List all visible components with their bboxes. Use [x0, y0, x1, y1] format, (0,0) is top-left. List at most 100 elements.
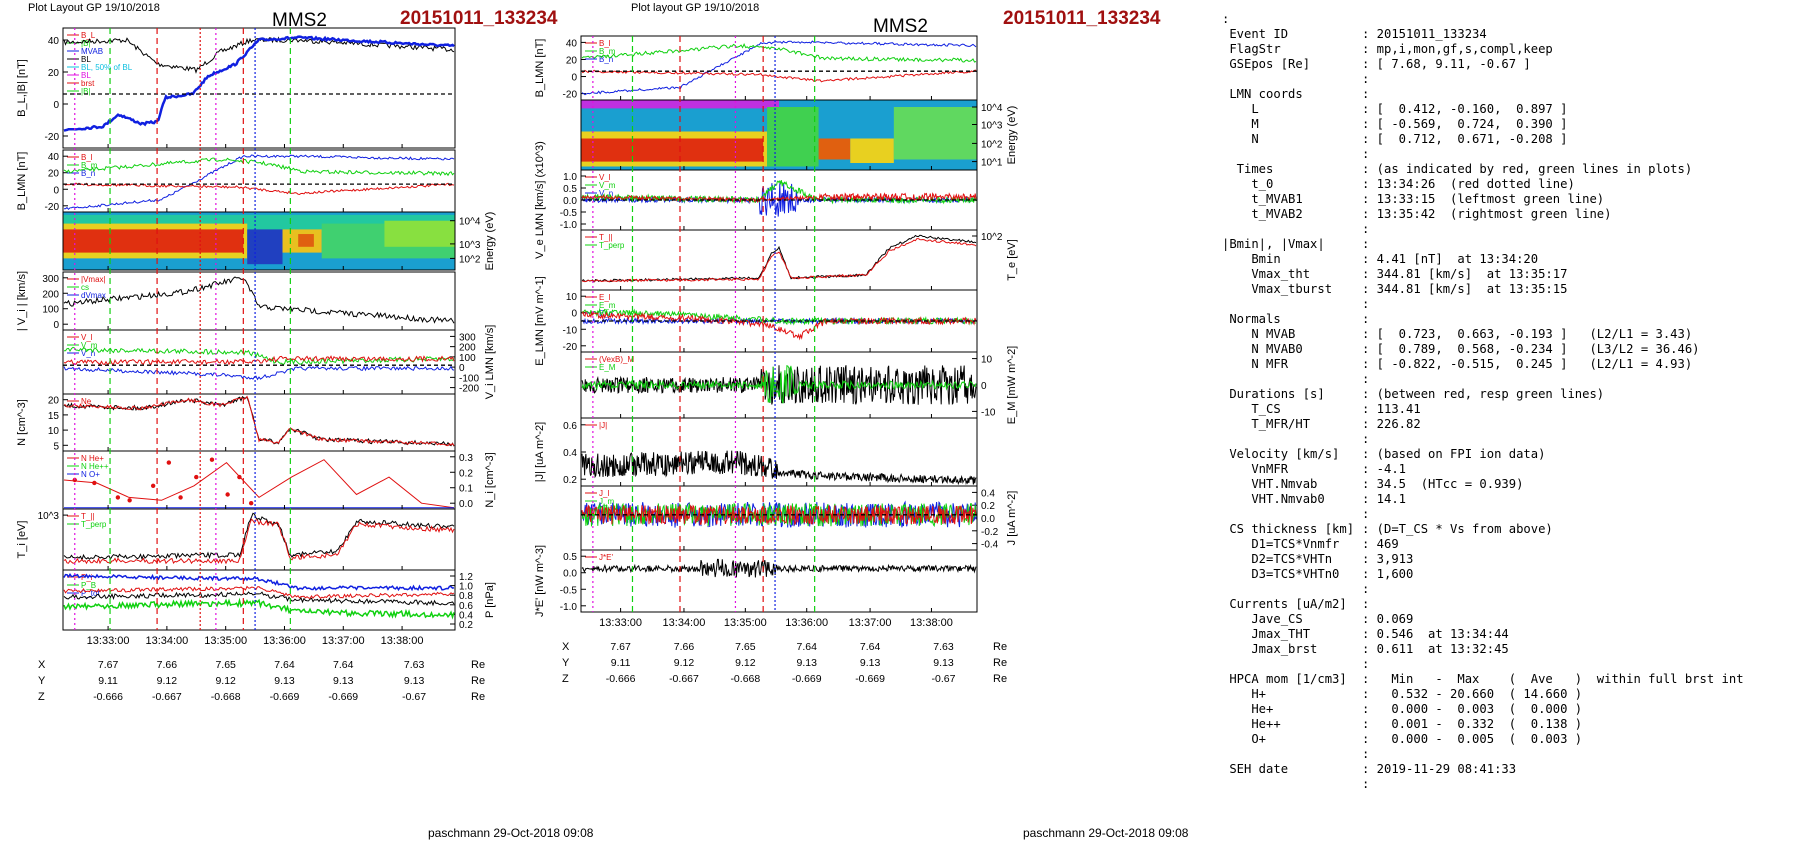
position-value: -0.669	[270, 691, 300, 703]
y-axis-label: N_i [cm^-3]	[484, 452, 496, 507]
info-lines: Event ID: 20151011_133234 FlagStr: mp,i,…	[1222, 27, 1802, 792]
info-value: : 13:33:15 (leftmost green line)	[1362, 192, 1605, 206]
left-layout-label: Plot Layout GP 19/10/2018	[28, 2, 160, 14]
info-key: M	[1222, 117, 1259, 131]
info-line: Currents [uA/m2]:	[1222, 597, 1802, 612]
position-value: 9.12	[157, 675, 178, 687]
info-value: : 4.41 [nT] at 13:34:20	[1362, 252, 1539, 266]
info-line: Vmax_tburst: 344.81 [km/s] at 13:35:15	[1222, 282, 1802, 297]
info-value: : 0.532 - 20.660 ( 14.660 )	[1362, 687, 1583, 701]
legend-entry: BL	[81, 55, 91, 64]
legend-entry: B_L	[81, 31, 96, 40]
y-tick-label: 100	[459, 353, 476, 364]
position-value: 9.13	[860, 657, 881, 669]
panel-frame	[62, 271, 456, 331]
info-key: GSEpos [Re]	[1222, 57, 1311, 71]
info-value: : [ -0.822, -0.515, 0.245 ] (L2/L1 = 4.9…	[1362, 357, 1693, 371]
legend-entry: B_m	[81, 161, 98, 170]
info-value: : 0.069	[1362, 612, 1414, 626]
info-value: : [ 0.412, -0.160, 0.897 ]	[1362, 102, 1568, 116]
info-value: :	[1362, 657, 1370, 671]
info-value: :	[1362, 87, 1370, 101]
info-key: VHT.Nmvab0	[1222, 492, 1325, 506]
y-tick-label: 10^2	[459, 254, 481, 265]
legend-entry: B_n	[599, 55, 613, 64]
y-tick-label: 0.0	[459, 499, 473, 510]
y-tick-label: 300	[459, 332, 476, 343]
position-value: -0.667	[669, 673, 699, 685]
info-key: t_MVAB1	[1222, 192, 1303, 206]
y-tick-label: 0.1	[459, 484, 473, 495]
legend-entry: T_perp	[81, 520, 107, 529]
legend-entry: E_l	[599, 293, 611, 302]
info-value: : 0.611 at 13:32:45	[1362, 642, 1509, 656]
info-value: : 113.41	[1362, 402, 1421, 416]
info-value: : [ 0.712, 0.671, -0.208 ]	[1362, 132, 1568, 146]
info-line: M: [ -0.569, 0.724, 0.390 ]	[1222, 117, 1802, 132]
y-axis-label: E_LMN [mV m^-1]	[534, 276, 546, 366]
panel-frame	[580, 417, 978, 487]
y-tick-label: 10^1	[981, 158, 1003, 169]
position-unit: Re	[993, 657, 1007, 669]
info-key: Durations [s]	[1222, 387, 1325, 401]
data-point	[150, 483, 156, 488]
legend-entry: N O+	[81, 470, 100, 479]
position-row-label: Y	[38, 675, 46, 687]
info-line: Jmax_brst: 0.611 at 13:32:45	[1222, 642, 1802, 657]
x-tick-label: 13:37:00	[849, 617, 892, 629]
legend-entry: dVmax	[81, 291, 106, 300]
info-line: CS thickness [km]: (D=T_CS * Vs from abo…	[1222, 522, 1802, 537]
info-line: t_MVAB2: 13:35:42 (rightmost green line)	[1222, 207, 1802, 222]
y-tick-label: 40	[48, 36, 60, 47]
data-series	[581, 310, 977, 341]
y-tick-label: 40	[48, 152, 60, 163]
info-key: D1=TCS*Vnmfr	[1222, 537, 1340, 551]
legend-entry: B_l	[599, 39, 611, 48]
y-tick-label: 20	[48, 169, 60, 180]
legend-entry: N He++	[81, 462, 109, 471]
data-series	[63, 395, 455, 447]
info-key: L	[1222, 102, 1259, 116]
y-tick-label: -0.5	[560, 585, 578, 596]
info-line: HPCA mom [1/cm3]: Min - Max ( Ave ) with…	[1222, 672, 1802, 687]
info-key: Times	[1222, 162, 1274, 176]
x-tick-label: 13:34:00	[145, 635, 188, 647]
info-key: VnMFR	[1222, 462, 1289, 476]
info-line: N MVAB0: [ 0.789, 0.568, -0.234 ] (L3/L2…	[1222, 342, 1802, 357]
info-value: : 2019-11-29 08:41:33	[1362, 762, 1517, 776]
legend-entry: J*E'	[599, 553, 613, 562]
info-line: :	[1222, 777, 1802, 792]
data-series	[581, 234, 977, 283]
left-spacecraft-title: MMS2	[272, 10, 327, 31]
data-series	[63, 591, 455, 607]
data-series	[64, 154, 455, 211]
y-axis-label: B_L,|B| [nT]	[16, 59, 28, 117]
info-line: Normals:	[1222, 312, 1802, 327]
y-tick-label: 10^4	[981, 103, 1003, 114]
info-key: D3=TCS*VHTn0	[1222, 567, 1340, 581]
spectrogram-cell	[767, 107, 819, 167]
position-value: 7.64	[274, 659, 295, 671]
info-key: Vmax_tburst	[1222, 282, 1333, 296]
left-event-id: 20151011_133234	[400, 8, 558, 29]
legend-entry: |Vmax|	[81, 275, 106, 284]
panel-frame	[580, 549, 978, 613]
position-value: 9.13	[404, 675, 425, 687]
y-tick-label: 20	[566, 55, 578, 66]
position-value: 7.65	[735, 641, 756, 653]
y-tick-label: 1.0	[459, 582, 473, 593]
info-key: FlagStr	[1222, 42, 1281, 56]
info-value: : (D=T_CS * Vs from above)	[1362, 522, 1553, 536]
data-series	[581, 365, 977, 405]
info-line: :	[1222, 372, 1802, 387]
info-line: Velocity [km/s]: (based on FPI ion data)	[1222, 447, 1802, 462]
info-key: Jmax_THT	[1222, 627, 1311, 641]
y-tick-label: -0.4	[981, 540, 999, 551]
data-series	[581, 502, 977, 528]
info-value: : 34.5 (HTcc = 0.939)	[1362, 477, 1524, 491]
x-tick-label: 13:33:00	[599, 617, 642, 629]
legend-entry: V_l	[599, 173, 611, 182]
legend-entry: |J|	[599, 421, 607, 430]
info-line: Jave_CS: 0.069	[1222, 612, 1802, 627]
info-key: O+	[1222, 732, 1267, 746]
